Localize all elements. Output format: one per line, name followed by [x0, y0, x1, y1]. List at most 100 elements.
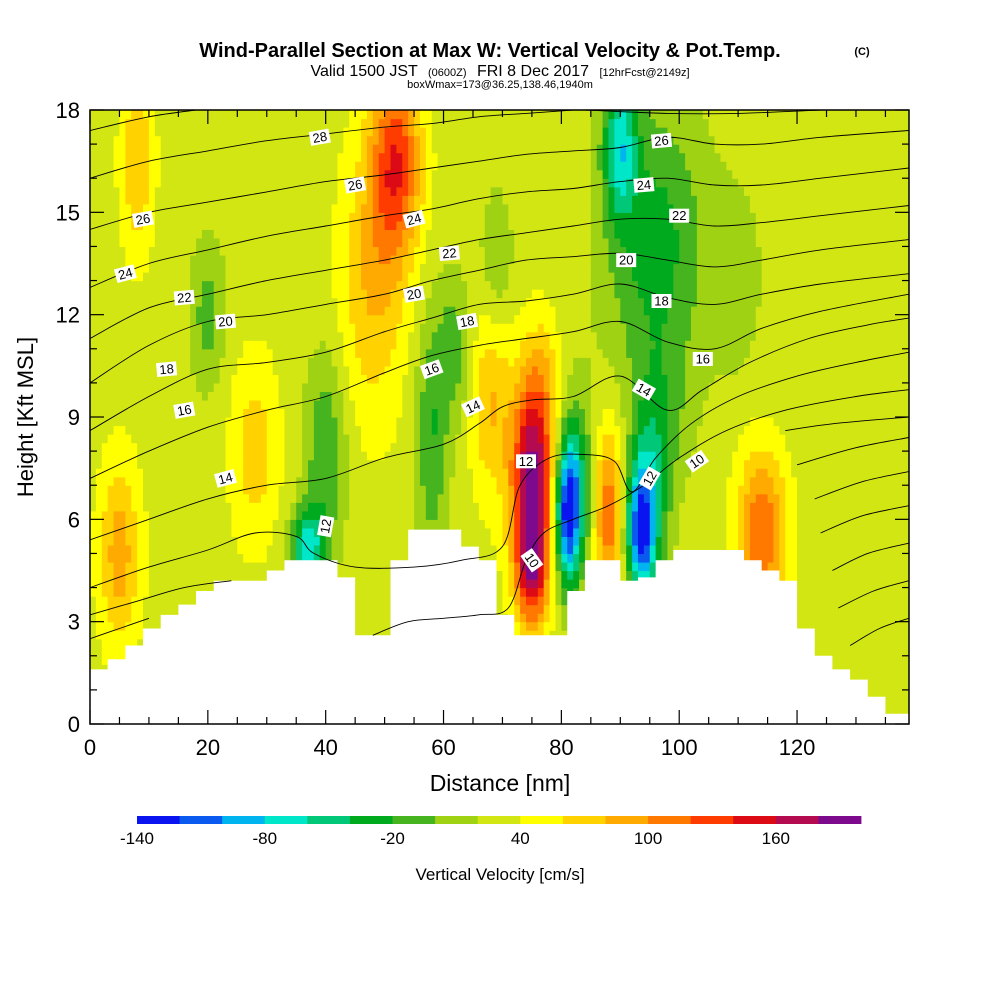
- velocity-cell: [184, 220, 191, 230]
- velocity-cell: [437, 152, 445, 162]
- velocity-cell: [90, 195, 97, 205]
- velocity-cell: [178, 417, 185, 427]
- velocity-cell: [302, 178, 309, 188]
- velocity-cell: [366, 536, 374, 546]
- velocity-cell: [343, 152, 350, 162]
- velocity-cell: [107, 246, 115, 256]
- velocity-cell: [372, 314, 380, 324]
- velocity-cell: [190, 220, 197, 230]
- velocity-cell: [472, 434, 480, 444]
- velocity-cell: [143, 246, 150, 256]
- velocity-cell: [296, 118, 303, 128]
- velocity-cell: [384, 510, 392, 520]
- velocity-cell: [166, 553, 174, 563]
- velocity-cell: [414, 203, 421, 213]
- velocity-cell: [160, 212, 168, 222]
- velocity-cell: [225, 110, 233, 120]
- velocity-cell: [319, 203, 327, 213]
- velocity-cell: [254, 425, 262, 435]
- velocity-cell: [143, 331, 150, 341]
- velocity-cell: [231, 468, 238, 478]
- velocity-cell: [113, 630, 121, 640]
- velocity-cell: [296, 408, 303, 418]
- velocity-cell: [431, 272, 439, 282]
- velocity-cell: [425, 144, 433, 154]
- velocity-cell: [343, 314, 350, 324]
- velocity-cell: [137, 638, 144, 648]
- velocity-cell: [461, 306, 468, 316]
- velocity-cell: [172, 561, 179, 572]
- velocity-cell: [343, 417, 350, 427]
- velocity-cell: [467, 161, 474, 171]
- velocity-cell: [366, 127, 374, 137]
- velocity-cell: [372, 442, 380, 452]
- velocity-cell: [384, 408, 392, 418]
- velocity-cell: [490, 263, 498, 273]
- velocity-cell: [178, 519, 185, 529]
- velocity-cell: [449, 263, 456, 273]
- velocity-cell: [337, 485, 344, 495]
- velocity-cell: [148, 203, 156, 213]
- velocity-cell: [390, 272, 397, 282]
- velocity-cell: [478, 306, 486, 316]
- velocity-cell: [437, 178, 445, 188]
- velocity-cell: [213, 152, 221, 162]
- velocity-cell: [384, 272, 392, 282]
- velocity-cell: [414, 272, 421, 282]
- velocity-cell: [408, 152, 415, 162]
- velocity-cell: [449, 417, 456, 427]
- velocity-cell: [414, 246, 421, 256]
- velocity-cell: [95, 246, 103, 256]
- velocity-cell: [331, 451, 339, 461]
- velocity-cell: [143, 152, 150, 162]
- velocity-cell: [190, 570, 197, 580]
- velocity-cell: [196, 203, 203, 213]
- velocity-cell: [266, 152, 274, 162]
- velocity-cell: [131, 289, 138, 299]
- velocity-cell: [337, 152, 344, 162]
- velocity-cell: [296, 442, 303, 452]
- velocity-cell: [137, 297, 144, 307]
- velocity-cell: [325, 323, 333, 333]
- velocity-cell: [196, 297, 203, 307]
- velocity-cell: [95, 399, 103, 410]
- velocity-cell: [319, 263, 327, 273]
- velocity-cell: [184, 152, 191, 162]
- velocity-cell: [184, 434, 191, 444]
- velocity-cell: [331, 553, 339, 563]
- velocity-cell: [225, 442, 233, 452]
- velocity-cell: [419, 459, 427, 469]
- velocity-cell: [343, 220, 350, 230]
- velocity-cell: [414, 485, 421, 495]
- velocity-cell: [166, 272, 174, 282]
- velocity-cell: [243, 110, 250, 120]
- velocity-cell: [243, 237, 250, 248]
- velocity-cell: [461, 357, 468, 367]
- velocity-cell: [260, 502, 268, 512]
- velocity-cell: [178, 596, 185, 606]
- velocity-cell: [396, 502, 403, 512]
- velocity-cell: [119, 459, 126, 469]
- velocity-cell: [390, 374, 397, 384]
- velocity-cell: [196, 468, 203, 478]
- velocity-cell: [449, 127, 456, 137]
- velocity-cell: [137, 579, 144, 589]
- velocity-cell: [219, 306, 227, 316]
- velocity-cell: [184, 178, 191, 188]
- velocity-cell: [107, 297, 115, 307]
- velocity-cell: [478, 272, 486, 282]
- velocity-cell: [201, 263, 209, 273]
- velocity-cell: [467, 306, 474, 316]
- velocity-cell: [467, 152, 474, 162]
- velocity-cell: [361, 613, 368, 623]
- velocity-cell: [278, 442, 286, 452]
- velocity-cell: [455, 297, 462, 307]
- velocity-cell: [219, 272, 227, 282]
- velocity-cell: [213, 186, 221, 196]
- velocity-cell: [184, 544, 191, 555]
- velocity-cell: [137, 152, 144, 162]
- velocity-cell: [166, 417, 174, 427]
- velocity-cell: [95, 135, 103, 145]
- velocity-cell: [384, 178, 392, 188]
- velocity-cell: [372, 135, 380, 145]
